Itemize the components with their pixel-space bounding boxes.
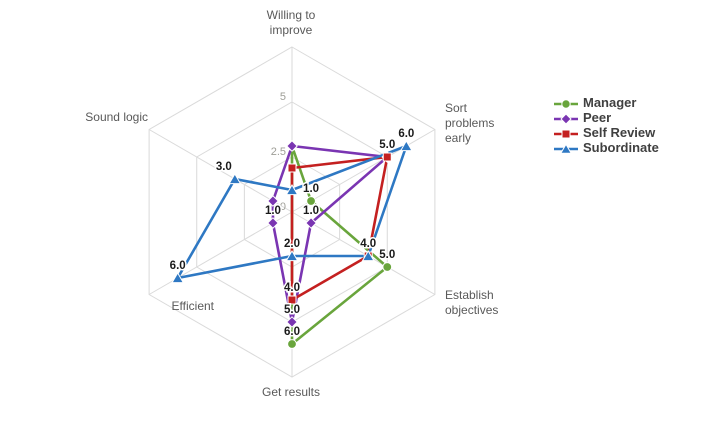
- grid-spoke: [148, 129, 293, 213]
- axis-label-sort-problems-early: Sort: [445, 101, 468, 115]
- diamond-marker: [286, 140, 298, 152]
- legend-item-self-review[interactable]: Self Review: [553, 126, 659, 139]
- scale-tick-label: 0: [280, 201, 286, 213]
- legend-marker-circle: [553, 97, 579, 109]
- scale-tick-label: 2.5: [271, 146, 286, 158]
- axis-label-sort-problems-early: early: [445, 131, 471, 145]
- series-markers: [171, 140, 413, 349]
- grid-spoke: [291, 129, 436, 213]
- circle-marker: [306, 196, 316, 206]
- triangle-marker: [399, 140, 413, 152]
- axis-label-establish-objectives: Establish: [445, 288, 494, 302]
- data-label: 4.0: [284, 282, 300, 294]
- axis-label-establish-objectives: objectives: [445, 303, 498, 317]
- axis-label-sound-logic: Sound logic: [85, 110, 148, 124]
- triangle-marker: [285, 184, 299, 196]
- triangle-marker: [361, 250, 375, 262]
- data-label: 6.0: [398, 128, 414, 140]
- data-labels: 1.05.06.01.05.01.05.04.04.06.02.06.03.0: [168, 127, 416, 340]
- legend-marker-triangle: [553, 142, 579, 154]
- square-marker: [382, 152, 392, 162]
- axis-label-willing-to-improve: improve: [270, 23, 313, 37]
- data-label: 6.0: [170, 260, 186, 272]
- legend-item-manager[interactable]: Manager: [553, 96, 659, 109]
- circle-marker: [287, 339, 297, 349]
- data-label: 5.0: [284, 304, 300, 316]
- triangle-marker: [171, 272, 185, 284]
- legend-label: Peer: [583, 110, 612, 125]
- legend-marker-diamond: [553, 112, 579, 125]
- legend-label: Manager: [583, 95, 637, 110]
- triangle-marker: [228, 173, 242, 185]
- data-label: 5.0: [379, 249, 395, 261]
- axis-label-efficient: Efficient: [172, 299, 215, 313]
- triangle-marker: [285, 250, 299, 262]
- legend-label: Subordinate: [583, 140, 659, 155]
- legend-marker-glyph: [554, 112, 578, 125]
- diamond-marker: [286, 316, 298, 328]
- legend-marker-square: [553, 127, 579, 139]
- scale-tick-label: 5: [280, 91, 286, 103]
- axis-label-willing-to-improve: Willing to: [267, 8, 316, 22]
- diamond-marker: [305, 217, 317, 229]
- diamond-marker: [267, 217, 279, 229]
- data-label: 5.0: [379, 139, 395, 151]
- legend-marker-glyph: [554, 98, 578, 109]
- data-label: 1.0: [265, 205, 281, 217]
- data-label: 6.0: [284, 326, 300, 338]
- legend-item-peer[interactable]: Peer: [553, 110, 659, 125]
- square-marker: [287, 295, 297, 305]
- axis-label-get-results: Get results: [262, 385, 320, 399]
- data-label: 2.0: [284, 238, 300, 250]
- legend-label: Self Review: [583, 125, 656, 140]
- grid-spoke: [291, 211, 436, 295]
- square-marker: [287, 163, 297, 173]
- data-label: 1.0: [303, 183, 319, 195]
- axis-label-sort-problems-early: problems: [445, 116, 494, 130]
- legend-item-subordinate[interactable]: Subordinate: [553, 141, 659, 154]
- data-label: 3.0: [216, 161, 232, 173]
- data-label: 4.0: [360, 238, 376, 250]
- diamond-marker: [267, 195, 279, 207]
- chart-legend: Manager Peer Self Review Subordinate: [553, 96, 659, 154]
- legend-marker-glyph: [554, 142, 578, 154]
- circle-marker: [382, 262, 393, 272]
- data-label: 1.0: [303, 205, 319, 217]
- legend-marker-glyph: [554, 129, 578, 138]
